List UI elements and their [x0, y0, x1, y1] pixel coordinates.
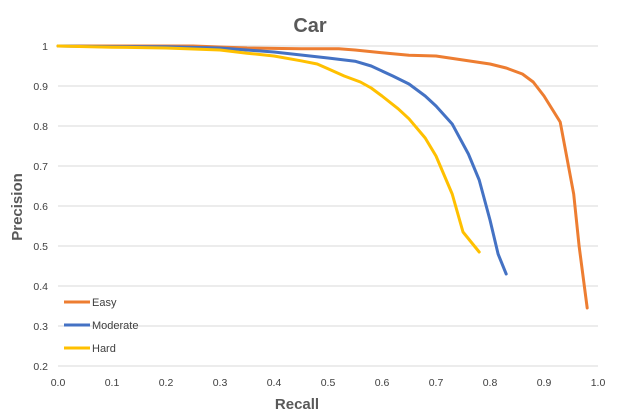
- x-tick-label: 0.0: [51, 377, 66, 389]
- y-tick-label: 0.8: [33, 121, 48, 133]
- data-series: [56, 44, 589, 310]
- y-tick-label: 0.4: [33, 281, 48, 293]
- legend-label-moderate: Moderate: [92, 320, 138, 332]
- series-line-easy: [56, 44, 589, 310]
- x-tick-label: 0.6: [375, 377, 390, 389]
- y-tick-label: 0.3: [33, 321, 48, 333]
- x-axis-ticks: 0.0 0.1 0.2 0.3 0.4 0.5 0.6 0.7 0.8 0.9 1.0: [51, 377, 606, 389]
- x-tick-label: 0.4: [267, 377, 282, 389]
- x-tick-label: 0.8: [483, 377, 498, 389]
- x-tick-label: 0.5: [321, 377, 336, 389]
- y-axis-label: Precision: [9, 173, 26, 241]
- x-tick-label: 0.2: [159, 377, 174, 389]
- x-tick-label: 0.7: [429, 377, 444, 389]
- chart-title: Car: [293, 15, 327, 37]
- x-axis-label: Recall: [275, 396, 319, 413]
- series-line-hard: [56, 44, 481, 254]
- x-tick-label: 0.3: [213, 377, 228, 389]
- y-axis-ticks: 0.2 0.3 0.4 0.5 0.6 0.7 0.8 0.9 1: [33, 41, 48, 373]
- y-tick-label: 0.2: [33, 361, 48, 373]
- series-line-moderate: [56, 44, 508, 276]
- legend-label-hard: Hard: [92, 343, 116, 355]
- y-tick-label: 0.7: [33, 161, 48, 173]
- x-tick-label: 1.0: [591, 377, 606, 389]
- legend: Easy Moderate Hard: [64, 297, 138, 355]
- x-tick-label: 0.1: [105, 377, 120, 389]
- y-tick-label: 0.6: [33, 201, 48, 213]
- legend-label-easy: Easy: [92, 297, 117, 309]
- y-tick-label: 0.9: [33, 81, 48, 93]
- x-tick-label: 0.9: [537, 377, 552, 389]
- y-tick-label: 1: [42, 41, 48, 53]
- y-tick-label: 0.5: [33, 241, 48, 253]
- gridlines: [58, 45, 598, 367]
